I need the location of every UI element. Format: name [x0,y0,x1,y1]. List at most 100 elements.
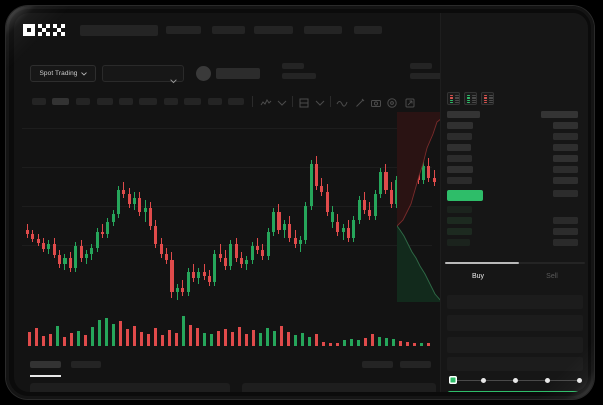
toolbar-divider-2 [292,96,293,107]
nav-item-1[interactable] [166,26,201,34]
tab-buy[interactable]: Buy [471,272,485,280]
candle-body [427,166,431,178]
orderbook-bid-row[interactable] [447,206,472,213]
orderbook-bid-row[interactable] [447,217,472,224]
volume-bar [350,339,354,346]
slider-node-75[interactable] [545,377,550,383]
bottom-tab-1-active[interactable] [30,361,61,368]
timeframe-button-1[interactable] [32,98,46,105]
nav-item-5[interactable] [354,26,382,34]
candle [363,112,367,312]
place-buy-order-button[interactable] [447,391,583,392]
timeframe-button-2-active[interactable] [52,98,69,105]
slider-node-0[interactable] [449,376,457,384]
line-style-icon[interactable] [336,96,348,114]
orderbook-bid-row[interactable] [447,228,472,235]
bottom-tab-2[interactable] [71,361,101,368]
candle-body [154,226,158,244]
slider-node-50[interactable] [513,377,518,383]
candle [245,112,249,312]
candle-wick [219,244,221,262]
candle-body [298,240,302,244]
timeframe-button-9[interactable] [208,98,222,105]
okx-logo[interactable] [23,24,71,36]
orderbook-size-cell [553,166,578,173]
timeframe-button-10[interactable] [228,98,244,105]
orderbook-size-cell [553,177,578,184]
fullscreen-icon[interactable] [404,96,416,114]
price-field[interactable] [447,315,583,331]
timeframe-button-4[interactable] [97,98,113,105]
candle-body [52,244,56,255]
timer-icon[interactable] [386,96,398,114]
candle [31,112,35,312]
orderbook-layout-asks[interactable] [481,92,494,105]
timeframe-button-7[interactable] [164,98,178,105]
amount-field[interactable] [447,337,583,353]
slider-node-25[interactable] [481,377,486,383]
camera-icon[interactable] [370,96,382,114]
orderbook-ask-row[interactable] [447,144,471,151]
compare-dropdown[interactable] [298,96,310,114]
orderbook-ask-row[interactable] [447,111,480,118]
candle-body [352,220,356,238]
timeframe-button-6[interactable] [139,98,157,105]
orderbook-size-cell [553,122,578,129]
trading-mode-button[interactable]: Spot Trading [30,65,96,82]
candle [229,112,233,312]
chart-gridline [22,167,432,168]
orderbook-ask-row[interactable] [447,122,473,129]
orderbook-rows[interactable] [441,109,588,255]
nav-item-2[interactable] [212,26,245,34]
orderbook-ask-row[interactable] [447,166,473,173]
amount-percentage-slider[interactable] [449,376,583,384]
candle-body [74,246,78,268]
bottom-control-1[interactable] [362,361,393,368]
stat-label [410,63,432,69]
nav-item-3[interactable] [254,26,293,34]
candle [272,112,276,312]
volume-bar [294,335,298,346]
timeframe-button-8[interactable] [184,98,201,105]
tab-sell[interactable]: Sell [546,272,558,280]
orderbook-layout-bids[interactable] [464,92,477,105]
global-search-input[interactable] [80,25,158,36]
candle [63,112,67,312]
volume-bar [406,342,410,346]
bottom-control-2[interactable] [400,361,431,368]
order-type-field[interactable] [447,295,583,309]
orderbook-ask-row[interactable] [447,177,472,184]
timeframe-button-3[interactable] [76,98,90,105]
slider-node-100[interactable] [577,377,582,383]
orderbook-ask-row[interactable] [447,133,472,140]
price-chart[interactable] [14,112,440,352]
volume-bar [245,334,249,346]
volume-bar [105,318,109,346]
bottom-panel-tabs [14,352,440,392]
bottom-card-left[interactable] [30,383,230,392]
volume-bar [238,327,242,346]
volume-bar [154,328,158,346]
candle-body [31,234,35,239]
nav-item-4[interactable] [304,26,342,34]
trading-pair-select[interactable] [102,65,184,84]
timeframe-button-5[interactable] [119,98,133,105]
total-field[interactable] [447,357,583,371]
orderbook-scrollbar[interactable] [445,262,585,264]
candle [191,112,195,312]
candle [352,112,356,312]
candle [116,112,121,312]
bottom-card-right[interactable] [242,383,436,392]
settings-dropdown[interactable] [314,96,326,114]
orderbook-ask-row[interactable] [447,155,472,162]
orderbook-bid-row[interactable] [447,239,470,246]
orderbook-best-price[interactable] [447,190,483,201]
orderbook-layout-both[interactable] [447,92,460,105]
toolbar-divider-1 [252,96,253,107]
candle [357,112,361,312]
candle-body [282,224,286,230]
candle-body [357,200,361,220]
magnet-icon[interactable] [354,96,366,114]
chart-type-dropdown[interactable] [276,96,288,114]
indicator-dropdown[interactable] [260,96,272,114]
